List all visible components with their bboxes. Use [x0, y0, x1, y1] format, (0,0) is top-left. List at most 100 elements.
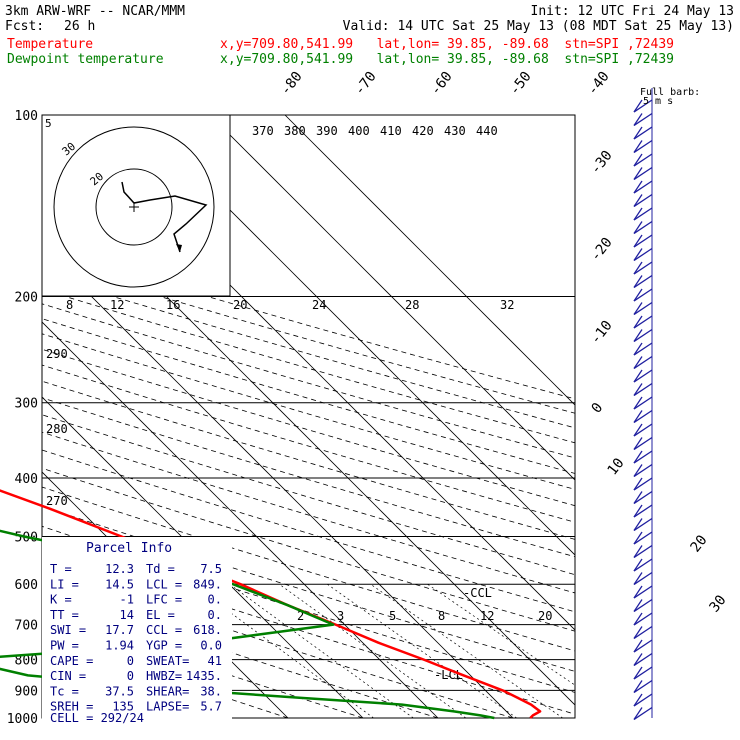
init-time: Init: 12 UTC Fri 24 May 13 — [530, 4, 735, 19]
isotherm-label--10: -10 — [588, 318, 616, 348]
isotherm-label-0: 0 — [589, 400, 607, 416]
wind-barb-flag — [633, 329, 643, 342]
parcel-key-6: CAPE = — [50, 654, 93, 668]
wind-scale-label-5: 24 — [312, 298, 326, 312]
pressure-tick-300: 300 — [15, 397, 38, 412]
theta-e-label-400: 400 — [348, 124, 370, 138]
parcel-value-4: 17.7 — [105, 623, 134, 637]
wind-barb — [633, 517, 653, 532]
wind-barb-shaft — [633, 693, 653, 707]
parcel-key-9: SREH = — [50, 700, 93, 714]
wind-scale-label-1: 8 — [66, 298, 73, 312]
dry-adiabat-170 — [42, 288, 575, 444]
parcel-info-title: Parcel Info — [86, 541, 172, 556]
pressure-tick-200: 200 — [15, 291, 38, 306]
wind-barb-shaft — [633, 328, 653, 343]
dry-adiabat-200 — [42, 247, 575, 400]
pressure-tick-600: 600 — [15, 578, 38, 593]
theta-e-label-390: 390 — [316, 124, 338, 138]
parcel-value-9: 135 — [112, 700, 134, 714]
wind-barb-shaft — [633, 490, 653, 505]
wind-scale-label-6: 28 — [405, 298, 419, 312]
wind-barb-shaft — [633, 544, 653, 559]
parcel-value2-5: 0.0 — [200, 639, 222, 653]
wind-barb-shaft — [633, 652, 653, 667]
wind-barb — [633, 544, 653, 559]
wind-barb — [633, 531, 653, 545]
temperature-location: x,y=709.80,541.99 lat,lon= 39.85, -89.68… — [220, 37, 674, 52]
pressure-tick-1000: 1000 — [7, 712, 38, 727]
wind-barb-shaft — [633, 598, 653, 613]
parcel-value2-9: 5.7 — [200, 700, 222, 714]
temperature-label: Temperature — [7, 37, 94, 52]
isotherm-0 — [42, 321, 439, 718]
mixing-ratio-label-8: 8 — [438, 609, 445, 623]
wind-barb-flag — [633, 518, 643, 531]
parcel-key-0: T = — [50, 562, 72, 576]
wind-barb — [633, 693, 653, 707]
isotherm-60 — [284, 115, 575, 406]
mixing-ratio-8 — [327, 583, 518, 718]
parcel-key2-9: LAPSE= — [146, 700, 189, 714]
wind-barb-flag — [633, 437, 643, 450]
wind-barb-shaft — [633, 139, 653, 154]
mixing-ratio-label-20: 20 — [538, 609, 552, 623]
wind-barb — [633, 274, 653, 289]
wind-barb-shaft — [633, 517, 653, 532]
wind-barb-shaft — [633, 288, 653, 302]
theta-e-label-380: 380 — [284, 124, 306, 138]
isotherm-label--30: -30 — [588, 148, 616, 178]
wind-barb — [633, 436, 653, 451]
wind-barb-flag — [633, 99, 643, 113]
wind-barb — [633, 180, 653, 194]
isotherm--10 — [42, 396, 364, 718]
wind-barb — [633, 193, 653, 208]
wind-barb-flag — [633, 653, 643, 666]
wind-barb-shaft — [633, 342, 653, 356]
wind-scale-label-2: 12 — [110, 298, 124, 312]
wind-barb-flag — [633, 423, 643, 437]
wind-barb-flag — [633, 491, 643, 504]
wind-barb-shaft — [633, 369, 653, 383]
wind-barb-flag — [633, 558, 643, 572]
wind-barb — [633, 477, 653, 491]
wind-barb-shaft — [633, 706, 653, 721]
wind-barb-flag — [633, 315, 643, 329]
hodograph-arrow — [176, 244, 182, 252]
wind-scale-label-4: 20 — [233, 298, 247, 312]
mixing-ratio-label-3: 3 — [337, 609, 344, 623]
wind-barb — [633, 328, 653, 343]
wind-barb — [633, 706, 653, 721]
wind-barb — [633, 625, 653, 640]
parcel-key2-6: SWEAT= — [146, 654, 189, 668]
parcel-cell: CELL = 292/24 — [50, 711, 144, 725]
wind-barb-flag — [633, 504, 643, 518]
theta-label-290: 290 — [46, 347, 68, 361]
wind-barb — [633, 166, 653, 181]
wind-barb-flag — [633, 531, 643, 545]
wind-barb-shaft — [633, 585, 653, 599]
wind-barb — [633, 679, 653, 694]
parcel-key-8: Tc = — [50, 684, 79, 698]
wind-barb-shaft — [633, 625, 653, 640]
barb-note: Full barb: — [640, 87, 700, 98]
pressure-tick-700: 700 — [15, 619, 38, 634]
wind-barb-shaft — [633, 247, 653, 262]
wind-barb — [633, 571, 653, 586]
wind-barb — [633, 423, 653, 437]
wind-barb — [633, 301, 653, 316]
pressure-tick-100: 100 — [15, 109, 38, 124]
wind-barb — [633, 369, 653, 383]
wind-barb — [633, 126, 653, 140]
wind-barb — [633, 666, 653, 680]
isotherm-label--80: -80 — [278, 69, 306, 99]
parcel-key2-4: CCL = — [146, 623, 182, 637]
parcel-value-6: 0 — [127, 654, 134, 668]
wind-barb-shaft — [633, 301, 653, 316]
wind-barb — [633, 247, 653, 262]
theta-e-label-440: 440 — [476, 124, 498, 138]
hodograph-box — [41, 114, 231, 297]
isotherm-label-20: 20 — [688, 532, 711, 555]
wind-barb-flag — [633, 599, 643, 612]
